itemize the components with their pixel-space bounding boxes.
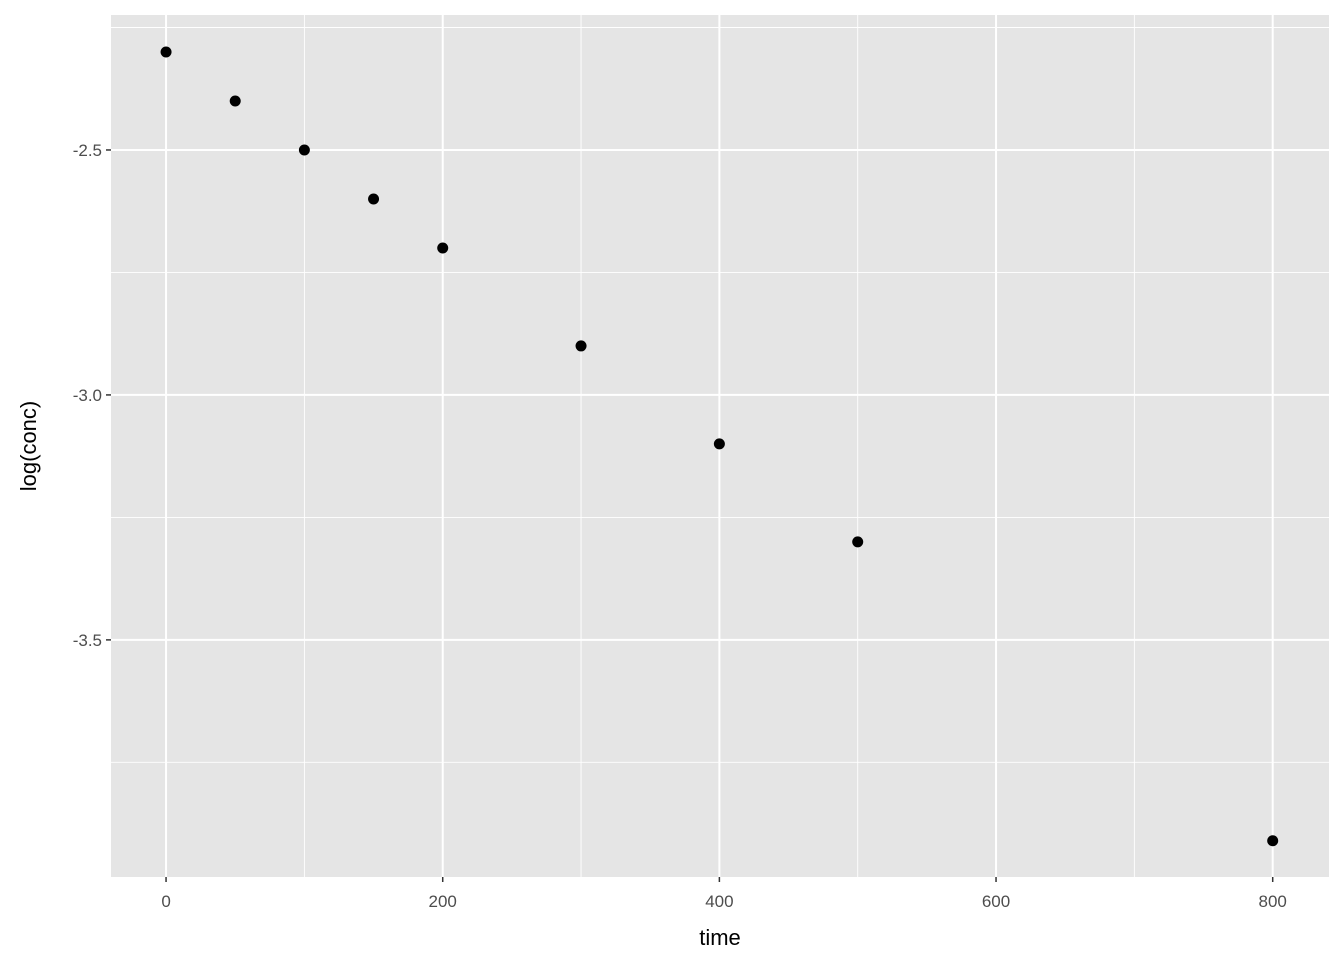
y-tick-label: -2.5 xyxy=(73,141,102,160)
data-point xyxy=(368,193,380,205)
x-tick-label: 600 xyxy=(982,892,1010,911)
x-tick-label: 400 xyxy=(705,892,733,911)
y-tick-label: -3.0 xyxy=(73,386,102,405)
y-axis-label: log(conc) xyxy=(16,401,41,491)
x-tick-label: 200 xyxy=(429,892,457,911)
data-points xyxy=(160,46,1279,847)
y-tick-label: -3.5 xyxy=(73,631,102,650)
data-point xyxy=(160,46,172,58)
data-point xyxy=(437,242,449,254)
data-point xyxy=(713,438,725,450)
x-tick-label: 800 xyxy=(1259,892,1287,911)
data-point xyxy=(298,144,310,156)
data-point xyxy=(575,340,587,352)
x-axis: 0 200 400 600 800 xyxy=(161,877,1287,911)
x-tick-label: 0 xyxy=(161,892,170,911)
y-axis: -2.5 -3.0 -3.5 xyxy=(73,141,111,650)
data-point xyxy=(229,95,241,107)
x-axis-label: time xyxy=(699,925,741,950)
data-point xyxy=(1267,835,1279,847)
data-point xyxy=(852,536,864,548)
